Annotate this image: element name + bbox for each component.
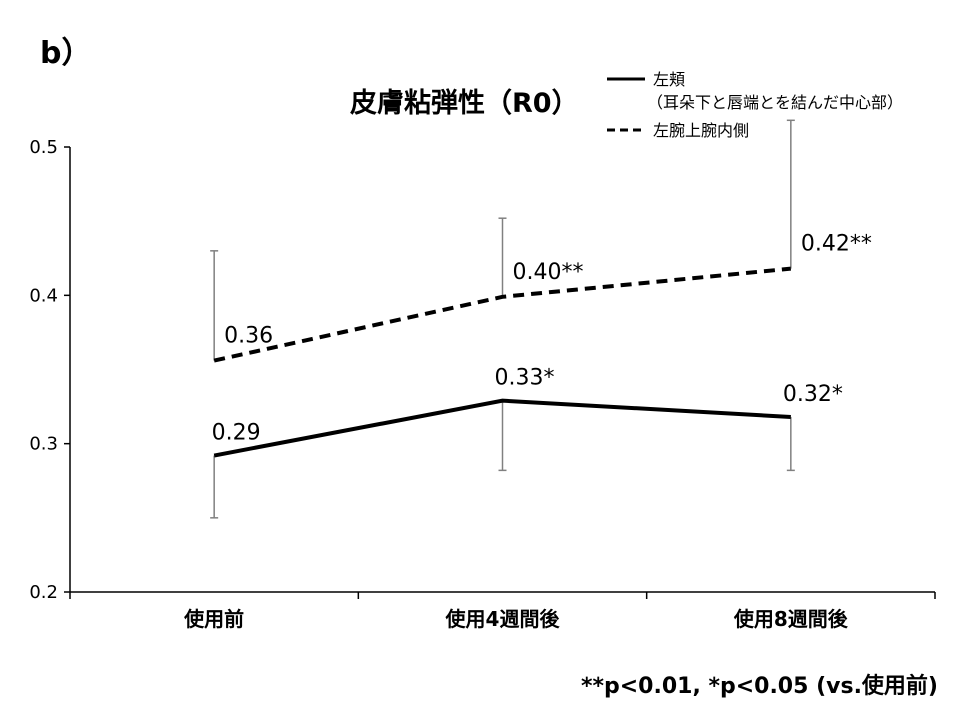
y-tick-label: 0.3 <box>29 434 58 455</box>
y-tick-label: 0.4 <box>29 285 58 306</box>
legend-label-line2: （耳朵下と唇端とを結んだ中心部） <box>647 93 903 112</box>
data-label: 0.32* <box>783 382 843 407</box>
data-label: 0.29 <box>212 421 261 446</box>
chart-title: 皮膚粘弾性（R0） <box>350 88 579 119</box>
panel-label: b） <box>40 36 92 71</box>
data-labels: 0.29 0.33* 0.32* 0.36 0.40** 0.42** <box>212 232 872 446</box>
data-label: 0.40** <box>513 260 584 285</box>
y-tick-label: 0.5 <box>29 137 58 158</box>
data-label: 0.36 <box>224 324 273 349</box>
legend: 左頬 （耳朵下と唇端とを結んだ中心部） 左腕上腕内側 <box>607 70 903 140</box>
error-bars <box>210 119 795 519</box>
legend-label: 左腕上腕内側 <box>653 121 749 140</box>
x-category-label: 使用前 <box>183 607 244 631</box>
series-line-2 <box>213 266 792 363</box>
data-label: 0.42** <box>801 232 872 257</box>
x-category-label: 使用8週間後 <box>733 607 849 631</box>
legend-label: 左頬 <box>653 70 685 89</box>
x-category-label: 使用4週間後 <box>445 607 561 631</box>
series-lines <box>213 266 792 458</box>
significance-footnote: **p<0.01, *p<0.05 (vs.使用前) <box>580 674 938 699</box>
y-tick-label: 0.2 <box>29 582 58 603</box>
axes: 0.2 0.3 0.4 0.5 使用前 使用4週間後 使用8週間後 <box>29 137 936 631</box>
data-label: 0.33* <box>495 366 555 391</box>
series-line-1 <box>213 398 791 458</box>
